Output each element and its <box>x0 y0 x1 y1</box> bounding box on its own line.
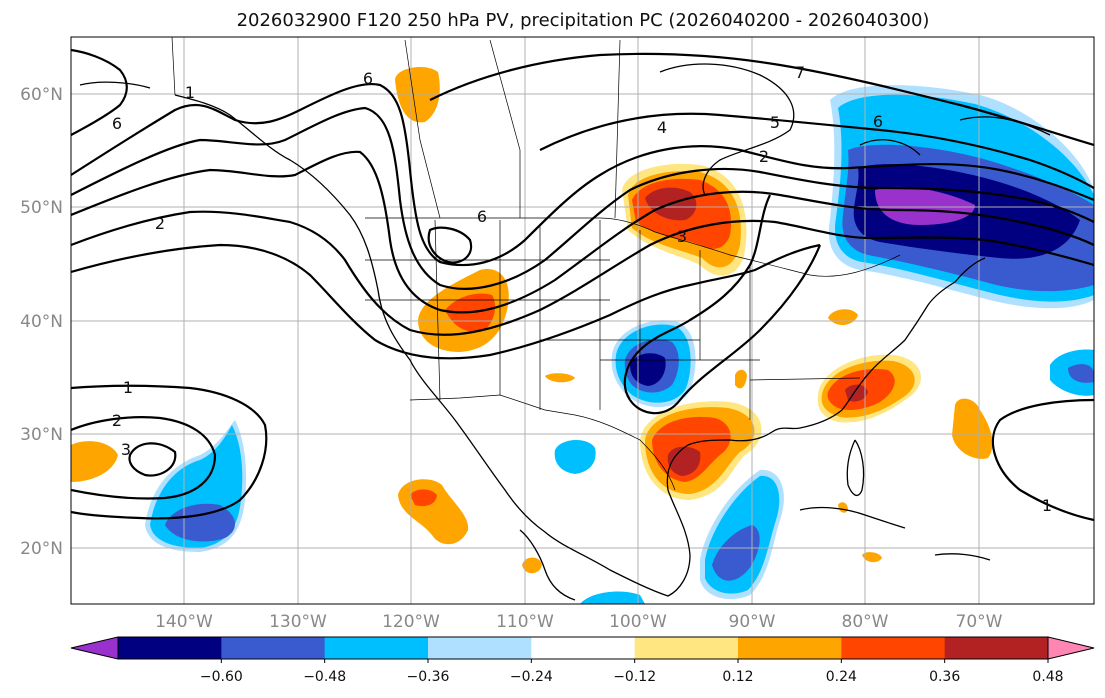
colorbar-tick-label: 0.36 <box>929 669 960 685</box>
pv-label: 1 <box>185 83 195 102</box>
lat-label: 20°N <box>20 539 63 559</box>
pv-label: 5 <box>770 113 780 132</box>
colorbar-bin <box>634 637 739 659</box>
pv-label: 6 <box>363 69 373 88</box>
political-borders <box>171 37 901 491</box>
colorbar-extend-low <box>70 636 119 660</box>
colorbar-bin <box>944 637 1049 659</box>
colorbar-tick-label: −0.24 <box>510 669 553 685</box>
lat-label: 30°N <box>20 425 63 445</box>
pv-label: 3 <box>677 227 687 246</box>
pv-label: 1 <box>123 378 133 397</box>
colorbar-extend-high <box>1047 636 1095 660</box>
colorbar-tick-label: 0.48 <box>1032 669 1063 685</box>
colorbar-bin <box>428 637 532 659</box>
latitude-labels: 60°N 50°N 40°N 30°N 20°N <box>20 85 63 559</box>
coastlines <box>79 63 1051 601</box>
lon-label: 80°W <box>842 612 889 632</box>
lon-label: 140°W <box>155 612 213 632</box>
pv-label: 6 <box>873 112 883 131</box>
lat-label: 50°N <box>20 198 63 218</box>
pv-contour-labels: 1 2 3 1 2 3 4 5 6 7 6 6 6 2 1 <box>112 63 1052 515</box>
pv-contours <box>71 48 1094 522</box>
pv-label: 2 <box>112 411 122 430</box>
lat-label: 40°N <box>20 312 63 332</box>
colorbar <box>70 636 1095 660</box>
colorbar-bin <box>118 637 222 659</box>
lon-label: 130°W <box>269 612 327 632</box>
pv-label: 6 <box>477 207 487 226</box>
precip-positive-shading <box>71 66 993 574</box>
lon-label: 90°W <box>729 612 776 632</box>
colorbar-ticks: −0.60 −0.48 −0.36 −0.24 −0.12 0.12 0.24 0.36 0.4… <box>200 659 1064 685</box>
lat-label: 60°N <box>20 85 63 105</box>
pv-label: 7 <box>795 63 805 82</box>
colorbar-tick-label: −0.36 <box>407 669 450 685</box>
lon-label: 70°W <box>956 612 1003 632</box>
colorbar-tick-label: −0.48 <box>303 669 346 685</box>
colorbar-tick-label: 0.24 <box>826 669 857 685</box>
colorbar-bin <box>841 637 946 659</box>
colorbar-bin <box>531 637 636 659</box>
longitude-labels: 140°W 130°W 120°W 110°W 100°W 90°W 80°W … <box>155 612 1003 632</box>
colorbar-bin <box>221 637 326 659</box>
lon-label: 110°W <box>496 612 554 632</box>
pv-label: 2 <box>155 214 165 233</box>
pv-label: 3 <box>121 440 131 459</box>
lon-label: 120°W <box>382 612 440 632</box>
graticule <box>71 37 1094 604</box>
colorbar-tick-label: −0.12 <box>613 669 656 685</box>
colorbar-bin <box>738 637 842 659</box>
pv-label: 2 <box>759 147 769 166</box>
pv-label: 6 <box>112 114 122 133</box>
figure-title: 2026032900 F120 250 hPa PV, precipitatio… <box>237 10 930 31</box>
colorbar-border <box>117 636 1049 660</box>
colorbar-tick-label: −0.60 <box>200 669 243 685</box>
colorbar-tick-label: 0.12 <box>722 669 753 685</box>
pv-label: 4 <box>657 118 667 137</box>
lon-label: 100°W <box>609 612 667 632</box>
pv-label: 1 <box>1042 496 1052 515</box>
map-border <box>70 36 1095 605</box>
colorbar-bin <box>324 637 429 659</box>
